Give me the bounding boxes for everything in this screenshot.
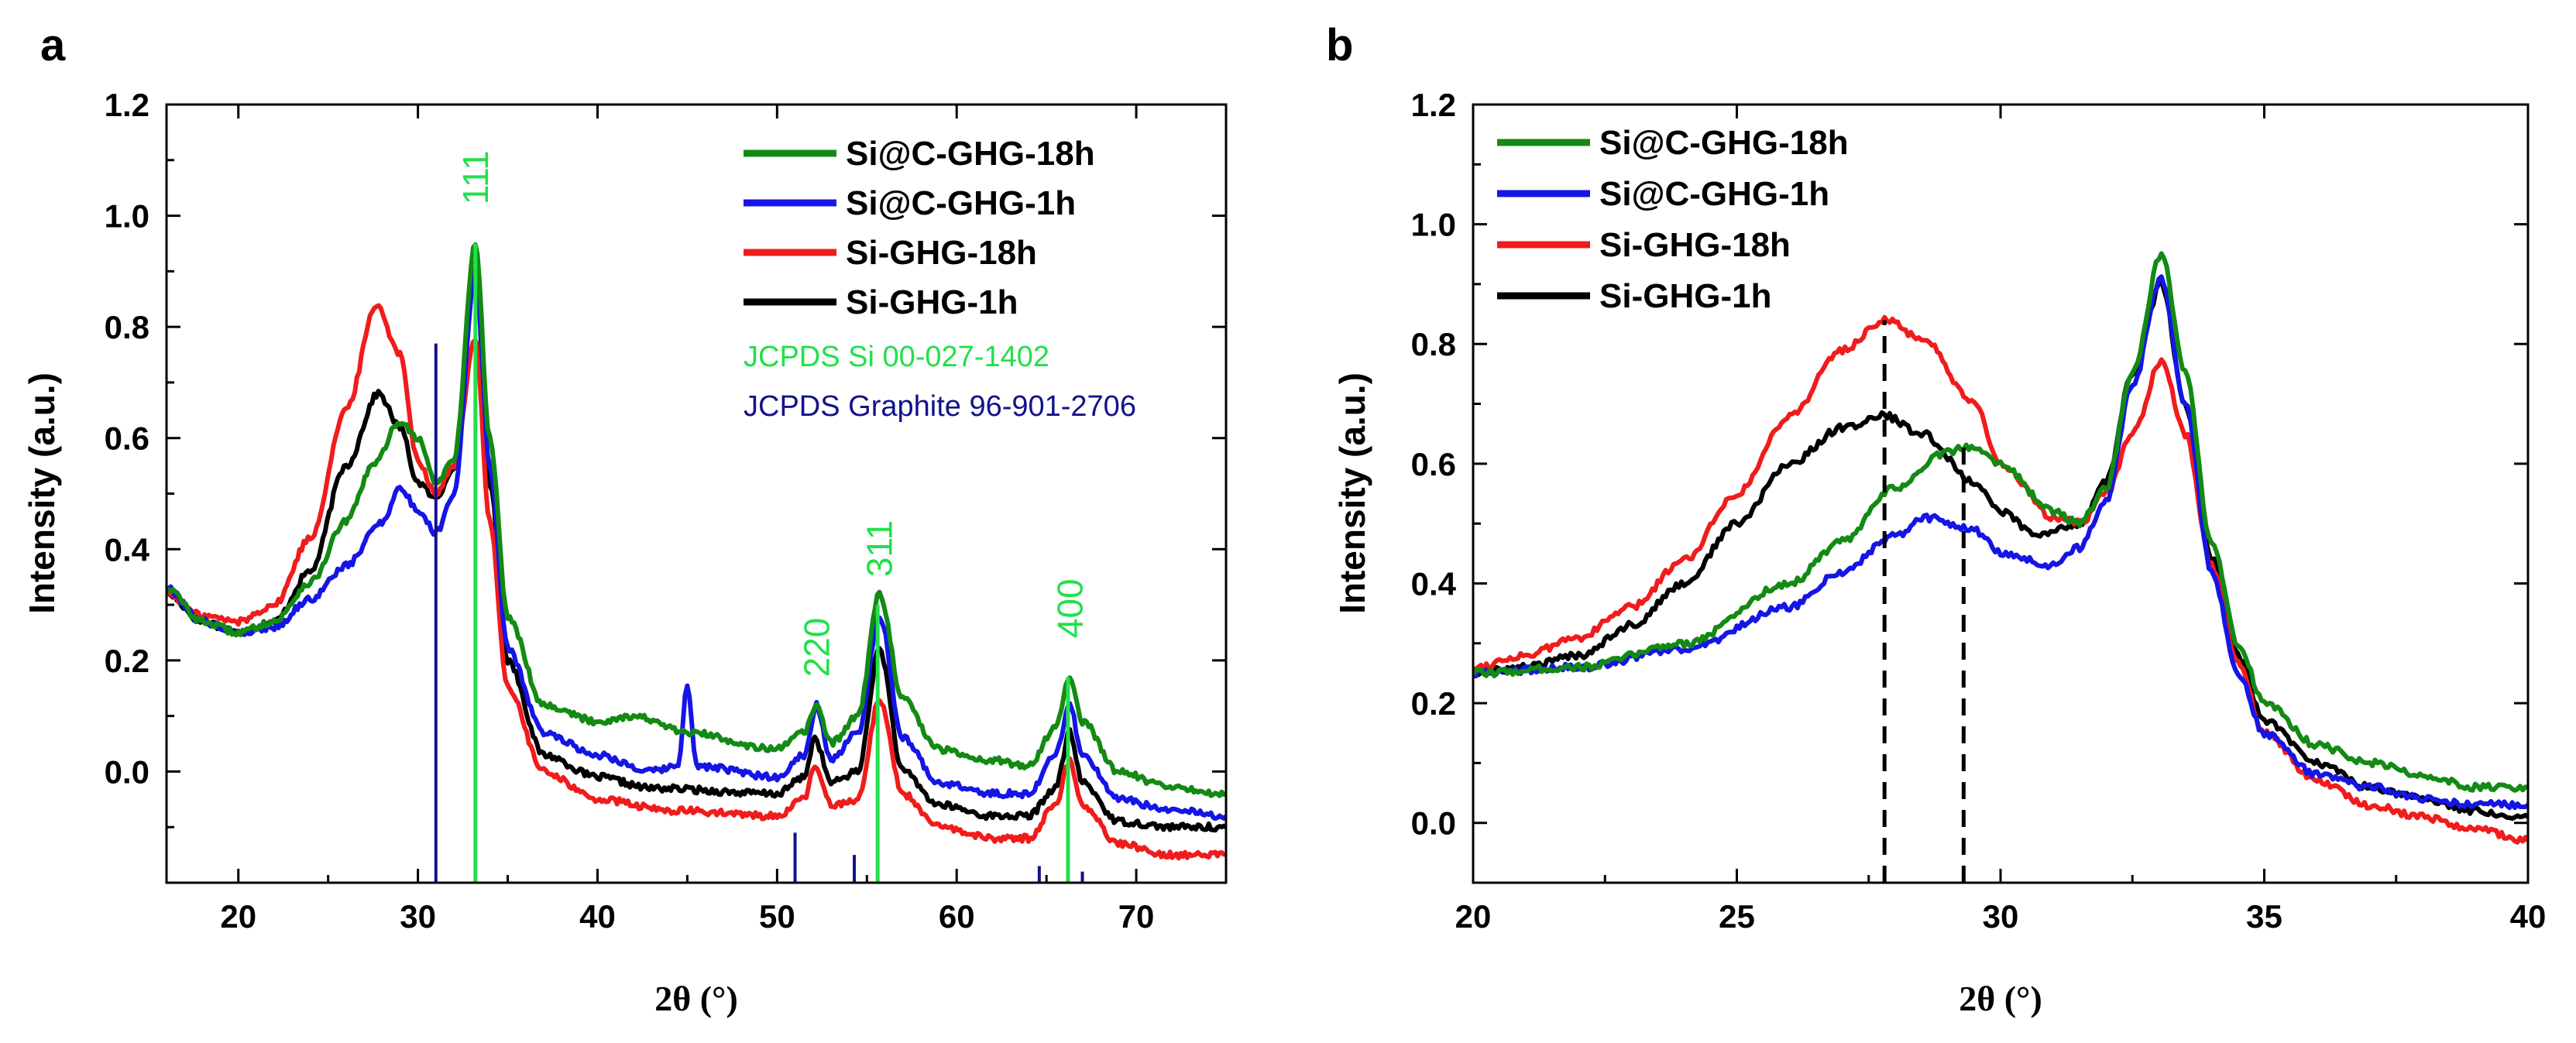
x-tick-label: 50 — [759, 898, 795, 935]
x-tick-label: 35 — [2246, 898, 2282, 935]
panel-b-y-axis-title: Intensity (a.u.) — [1332, 372, 1372, 614]
legend-jcpds-si: JCPDS Si 00-027-1402 — [744, 341, 1049, 373]
panel-b-x-ticks: 20 25 30 35 40 — [1455, 105, 2547, 935]
x-tick-label: 40 — [579, 898, 616, 935]
y-tick-label: 0.6 — [1411, 446, 1456, 482]
legend-label-si-ghg-1h: Si-GHG-1h — [1599, 277, 1771, 315]
hkl-label-400: 400 — [1049, 578, 1090, 638]
hkl-label-220: 220 — [796, 618, 836, 678]
panel-a-y-axis-title: Intensity (a.u.) — [22, 372, 62, 614]
legend-label-si-c-ghg-18h: Si@C-GHG-18h — [846, 135, 1095, 173]
y-tick-label: 0.8 — [1411, 326, 1456, 362]
panel-a-y-ticks: 0.0 0.2 0.4 0.6 0.8 1.0 1.2 — [105, 87, 1226, 829]
legend-jcpds-graphite: JCPDS Graphite 96-901-2706 — [744, 390, 1136, 423]
series-line-si_c_ghg_18h — [167, 242, 1226, 798]
y-tick-label: 0.0 — [1411, 805, 1456, 842]
legend-label-si-ghg-18h: Si-GHG-18h — [1599, 226, 1791, 264]
y-tick-label: 1.2 — [1411, 87, 1456, 123]
x-tick-label: 30 — [1983, 898, 2019, 935]
series-line-si_c_ghg_18h — [1473, 251, 2528, 793]
panel-b-dashed-markers — [1882, 320, 1966, 883]
x-tick-label: 60 — [939, 898, 975, 935]
panel-a-legend: Si@C-GHG-18h Si@C-GHG-1h Si-GHG-18h Si-G… — [744, 135, 1136, 423]
legend-label-si-c-ghg-1h: Si@C-GHG-1h — [846, 184, 1076, 222]
y-tick-label: 0.8 — [105, 309, 149, 345]
panel-a-chart: a 20 30 40 50 60 70 0.0 0.2 0.4 0.6 0.8 1.0 1.2 2θ … — [22, 20, 1228, 1018]
x-tick-label: 40 — [2510, 898, 2547, 935]
y-tick-label: 0.4 — [105, 531, 150, 568]
panel-b-legend: Si@C-GHG-18h Si@C-GHG-1h Si-GHG-18h Si-G… — [1497, 124, 1849, 315]
panel-b-chart: b 20 25 30 35 40 0.0 0.2 0.4 0.6 0.8 1.0 1.2 2θ (°… — [1326, 20, 2546, 1018]
panel-a-x-axis-title: 2θ (°) — [654, 979, 738, 1018]
panel-b-y-ticks: 0.0 0.2 0.4 0.6 0.8 1.0 1.2 — [1411, 87, 2528, 884]
panel-b-x-axis-title: 2θ (°) — [1959, 979, 2042, 1018]
y-tick-label: 1.0 — [1411, 207, 1456, 243]
series-line-si_ghg_18h — [167, 303, 1226, 861]
series-line-si_c_ghg_1h — [1473, 274, 2528, 811]
y-tick-label: 0.4 — [1411, 565, 1457, 602]
panel-a-letter: a — [40, 20, 66, 70]
panel-a-reference-lines — [434, 243, 1084, 883]
panel-a-series-layer — [167, 242, 1226, 861]
hkl-label-111: 111 — [455, 150, 496, 204]
legend-label-si-ghg-1h: Si-GHG-1h — [846, 283, 1018, 321]
y-tick-label: 0.0 — [105, 753, 149, 790]
series-line-si_ghg_1h — [167, 266, 1226, 833]
x-tick-label: 20 — [1455, 898, 1492, 935]
panel-a-hkl-labels: 111 220 311 400 — [455, 150, 1090, 677]
panel-a-x-ticks: 20 30 40 50 60 70 — [220, 105, 1228, 935]
x-tick-label: 25 — [1719, 898, 1755, 935]
legend-label-si-ghg-18h: Si-GHG-18h — [846, 234, 1037, 272]
y-tick-label: 1.2 — [105, 87, 149, 123]
y-tick-label: 0.6 — [105, 420, 149, 457]
x-tick-label: 70 — [1118, 898, 1155, 935]
y-tick-label: 1.0 — [105, 198, 149, 235]
x-tick-label: 20 — [220, 898, 256, 935]
legend-label-si-c-ghg-18h: Si@C-GHG-18h — [1599, 124, 1849, 162]
panel-b-series-layer — [1473, 251, 2528, 845]
y-tick-label: 0.2 — [1411, 685, 1456, 722]
hkl-label-311: 311 — [860, 520, 900, 577]
series-line-si_c_ghg_1h — [167, 269, 1226, 822]
panel-b-letter: b — [1326, 20, 1353, 70]
legend-label-si-c-ghg-1h: Si@C-GHG-1h — [1599, 175, 1829, 213]
y-tick-label: 0.2 — [105, 643, 149, 679]
x-tick-label: 30 — [400, 898, 436, 935]
